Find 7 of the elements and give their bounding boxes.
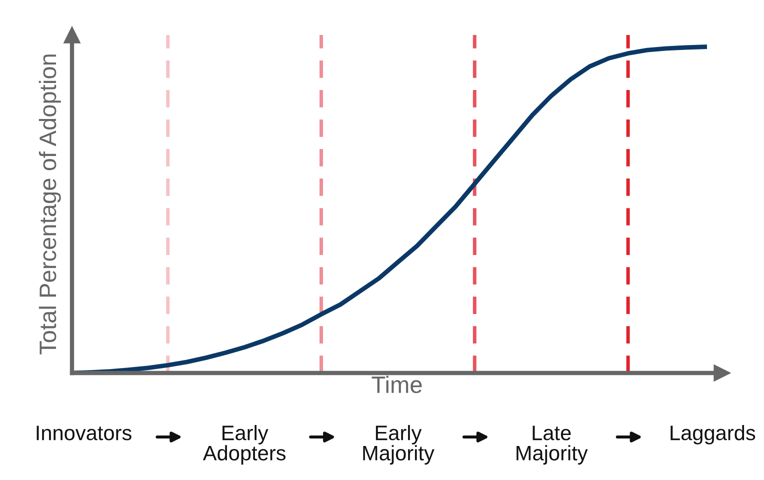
text: Innovators (36, 426, 132, 440)
y-axis-title: Total Percentage of Adoption (38, 54, 61, 354)
text: Early Adopters (202, 425, 286, 465)
text: Early Majority (363, 425, 434, 465)
text: Late Majority (516, 426, 588, 465)
text: Laggards (670, 425, 756, 444)
x-axis-title: Time (372, 376, 422, 394)
